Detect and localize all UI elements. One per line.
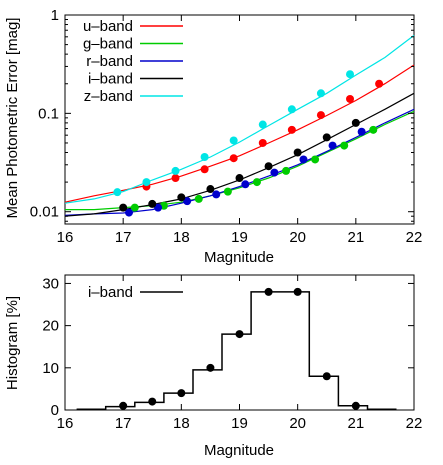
data-point-0 — [346, 94, 355, 103]
x-tick-label: 19 — [231, 229, 248, 246]
data-point-2 — [299, 155, 308, 164]
data-point-3 — [119, 203, 128, 212]
legend-label: u–band — [83, 18, 133, 35]
y-axis-label: Mean Photometric Error [mag] — [4, 18, 21, 219]
data-point-1 — [340, 141, 349, 150]
x-tick-label: 17 — [115, 229, 132, 246]
data-point-3 — [148, 199, 157, 208]
data-point-3 — [235, 174, 244, 183]
data-point-2 — [212, 190, 221, 199]
data-point-4 — [316, 89, 325, 98]
series-line-4 — [64, 34, 415, 204]
data-point-3 — [293, 148, 302, 157]
x-tick-label: 20 — [289, 229, 306, 246]
histogram-chart: 16 17 18 19 20 21 22 0 10 20 30 i–band Magnitude H… — [4, 274, 422, 459]
data-point-4 — [142, 178, 151, 187]
data-point-2 — [154, 203, 163, 212]
y-tick-label: 0.1 — [38, 105, 59, 122]
data-point-2 — [124, 208, 133, 217]
legend-label: i–band — [88, 71, 133, 88]
histogram-point — [148, 397, 157, 406]
data-point-2 — [183, 197, 192, 206]
x-tick-label: 19 — [231, 415, 248, 432]
y-axis-label: Histogram [%] — [4, 296, 21, 390]
data-point-1 — [194, 194, 203, 203]
data-point-0 — [200, 165, 209, 174]
data-point-0 — [316, 111, 325, 120]
histogram-point — [264, 287, 273, 296]
data-point-4 — [113, 188, 122, 197]
data-point-4 — [229, 136, 238, 145]
data-point-1 — [282, 166, 291, 175]
x-axis-label: Magnitude — [204, 249, 274, 266]
x-tick-label: 21 — [347, 415, 364, 432]
data-point-3 — [177, 193, 186, 202]
data-point-3 — [351, 118, 360, 127]
data-point-4 — [287, 105, 296, 114]
series-line-3 — [64, 92, 415, 217]
data-point-2 — [328, 141, 337, 150]
data-point-3 — [264, 162, 273, 171]
legend-label: g–band — [83, 36, 133, 53]
data-point-1 — [130, 203, 139, 212]
histogram-step-line — [76, 291, 397, 410]
data-point-1 — [369, 125, 378, 134]
histogram-point — [206, 363, 215, 372]
histogram-point — [177, 389, 186, 398]
x-tick-label: 17 — [115, 415, 132, 432]
data-point-1 — [252, 178, 261, 187]
data-point-0 — [258, 138, 267, 147]
x-tick-label: 21 — [347, 229, 364, 246]
x-tick-label: 18 — [173, 415, 190, 432]
series-line-2 — [64, 108, 415, 216]
data-point-2 — [270, 168, 279, 177]
axis-ticks: 16 17 18 19 20 21 22 0 10 20 30 — [42, 275, 422, 432]
data-point-4 — [171, 166, 180, 175]
data-point-2 — [241, 180, 250, 189]
y-tick-label: 10 — [42, 360, 59, 377]
legend-label: i–band — [88, 284, 133, 301]
x-tick-label: 16 — [57, 229, 74, 246]
y-tick-label: 0.01 — [30, 204, 59, 221]
photometric-error-chart: 16 17 18 19 20 21 22 0.01 0.1 1 u–bandg–bandr–ban… — [4, 7, 422, 266]
legend-label: z–band — [84, 88, 133, 105]
x-tick-label: 22 — [406, 415, 423, 432]
axis-ticks: 16 17 18 19 20 21 22 0.01 0.1 1 — [30, 7, 423, 246]
data-point-1 — [311, 155, 320, 164]
data-point-3 — [206, 185, 215, 194]
legend: i–band — [88, 284, 183, 301]
data-point-1 — [223, 187, 232, 196]
series-group — [76, 287, 397, 410]
data-point-0 — [287, 125, 296, 134]
x-tick-label: 18 — [173, 229, 190, 246]
data-point-4 — [200, 152, 209, 161]
histogram-point — [322, 372, 331, 381]
x-axis-label: Magnitude — [204, 442, 274, 459]
histogram-point — [235, 330, 244, 339]
data-point-0 — [229, 154, 238, 163]
data-point-0 — [171, 174, 180, 183]
x-tick-label: 20 — [289, 415, 306, 432]
y-tick-label: 20 — [42, 318, 59, 335]
data-point-4 — [258, 120, 267, 129]
data-point-4 — [346, 70, 355, 79]
data-point-0 — [375, 79, 384, 88]
series-group — [64, 34, 415, 217]
x-tick-label: 22 — [406, 229, 423, 246]
y-tick-label: 0 — [51, 402, 59, 419]
histogram-point — [293, 287, 302, 296]
data-point-2 — [357, 127, 366, 136]
series-line-0 — [64, 64, 415, 203]
y-tick-label: 1 — [51, 7, 59, 24]
legend-label: r–band — [86, 53, 133, 70]
y-tick-label: 30 — [42, 275, 59, 292]
x-tick-label: 16 — [57, 415, 74, 432]
data-point-3 — [322, 133, 331, 142]
